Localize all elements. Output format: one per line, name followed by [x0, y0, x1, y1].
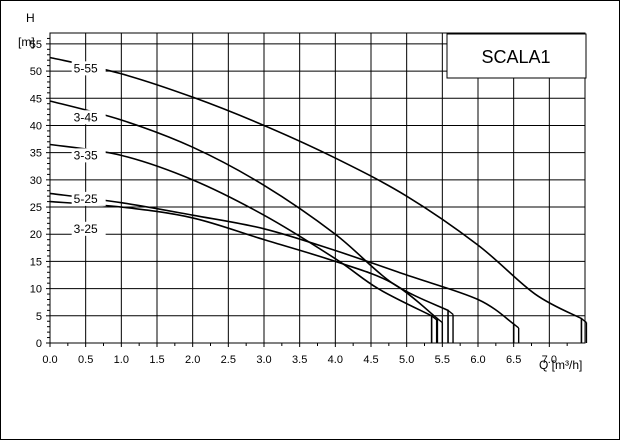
x-tick-label: 5.5 [435, 354, 450, 366]
curve-end-3-35 [431, 315, 438, 321]
x-tick-label: 2.5 [221, 354, 236, 366]
x-tick-label: 7.0 [542, 354, 557, 366]
curve-label-3-25: 3-25 [74, 222, 98, 236]
curve-end-3-45 [447, 309, 454, 315]
x-tick-label: 0.0 [42, 354, 57, 366]
curve-end-5-55 [580, 317, 587, 324]
x-tick-label: 1.5 [149, 354, 164, 366]
x-tick-label: 6.5 [506, 354, 521, 366]
curve-label-bg-5-55 [71, 61, 106, 76]
curve-end-5-25 [513, 323, 520, 329]
y-tick-label: 0 [36, 338, 42, 350]
y-tick-label: 55 [30, 39, 42, 51]
curve-5-55 [49, 56, 583, 343]
x-tick-label: 4.0 [328, 354, 343, 366]
curve-3-35 [49, 143, 433, 343]
grid-lines [46, 33, 585, 347]
x-tick-label: 2.0 [185, 354, 200, 366]
curve-label-5-25: 5-25 [74, 192, 98, 206]
y-tick-labels: 0 5 10 15 20 25 30 35 40 45 50 55 [30, 39, 42, 350]
x-tick-labels: 0.0 0.5 1.0 1.5 2.0 2.5 3.0 3.5 4.0 4.5 5.0 5.5 6.0 6… [42, 354, 557, 366]
curve-5-25 [49, 192, 515, 343]
y-tick-label: 35 [30, 148, 42, 160]
y-tick-label: 45 [30, 93, 42, 105]
plot-area [49, 32, 586, 344]
x-tick-label: 3.0 [256, 354, 271, 366]
x-tick-label: 5.0 [399, 354, 414, 366]
curve-label-3-35: 3-35 [74, 148, 98, 162]
x-tick-label: 4.5 [363, 354, 378, 366]
y-tick-label: 40 [30, 120, 42, 132]
x-tick-label: 0.5 [78, 354, 93, 366]
curve-label-bg-5-25 [71, 191, 106, 206]
y-tick-label: 20 [30, 229, 42, 241]
x-tick-label: 3.5 [292, 354, 307, 366]
y-axis-title-h: H [26, 11, 35, 25]
curve-label-bg-3-35 [71, 148, 106, 163]
y-tick-label: 30 [30, 175, 42, 187]
title-box [446, 33, 587, 79]
y-tick-label: 10 [30, 284, 42, 296]
curve-end-3-25 [436, 317, 443, 324]
curve-label-5-55: 5-55 [74, 61, 98, 75]
curve-3-25 [49, 200, 439, 343]
x-axis-title: Q [m³/h] [539, 358, 582, 372]
curve-labels: 5-55 3-45 3-35 5-25 3-25 [71, 61, 106, 236]
y-axis-title-unit: [m] [18, 35, 35, 49]
chart-title: SCALA1 [481, 47, 550, 67]
curve-label-bg-3-45 [71, 110, 106, 125]
curve-label-bg-3-25 [71, 221, 106, 236]
x-tick-label: 1.0 [114, 354, 129, 366]
curve-label-3-45: 3-45 [74, 110, 98, 124]
series-curves [49, 56, 588, 343]
curve-3-45 [49, 100, 449, 343]
y-tick-label: 15 [30, 256, 42, 268]
y-tick-label: 5 [36, 311, 42, 323]
y-tick-label: 50 [30, 66, 42, 78]
y-tick-label: 25 [30, 202, 42, 214]
x-tick-label: 6.0 [470, 354, 485, 366]
